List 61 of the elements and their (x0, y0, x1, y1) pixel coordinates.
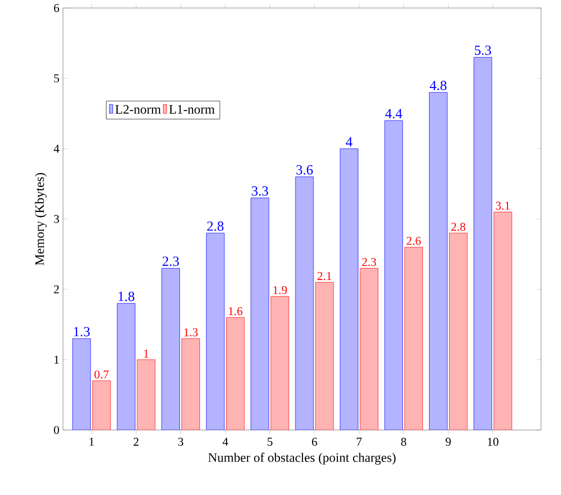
data-label: 4 (346, 137, 352, 146)
bar (429, 92, 448, 430)
data-label: 2.8 (451, 222, 466, 231)
data-label: 3.1 (496, 202, 510, 210)
y-tick-label: 0 (54, 426, 60, 434)
bar (474, 57, 492, 430)
bar (315, 282, 334, 430)
bar (384, 120, 403, 430)
data-label: 2.1 (318, 272, 332, 280)
x-tick-label: 10 (488, 438, 498, 446)
legend-label: L1-norm (169, 105, 215, 114)
y-axis-title: Memory (Kbytes) (34, 172, 47, 266)
data-label: 4.4 (385, 108, 402, 118)
x-tick-label: 4 (222, 438, 228, 446)
bar (72, 338, 91, 430)
data-label: 3.3 (252, 186, 268, 196)
bar (116, 303, 136, 430)
y-tick-label: 3 (54, 214, 60, 224)
data-label: 3.6 (296, 165, 313, 175)
y-tick-label: 4 (54, 144, 60, 153)
bar (270, 296, 290, 430)
data-label: 2.3 (162, 256, 179, 266)
bar (182, 338, 200, 430)
bar (206, 232, 225, 430)
bar (295, 176, 314, 430)
x-tick-label: 3 (178, 438, 184, 446)
data-label: 1.9 (273, 286, 287, 294)
x-tick-label: 2 (134, 438, 138, 446)
data-label: 1.3 (74, 326, 90, 336)
x-tick-label: 6 (312, 438, 318, 446)
x-axis-title: Number of obstacles (point charges) (208, 452, 396, 465)
data-label: 1.3 (184, 328, 198, 336)
bar (226, 317, 245, 430)
data-label: 1.8 (118, 292, 134, 302)
bar (136, 359, 156, 430)
bar (250, 198, 270, 430)
data-label: 2.3 (362, 258, 376, 266)
x-tick-label: 9 (446, 438, 451, 446)
bar (92, 380, 111, 430)
data-label: 0.7 (94, 370, 109, 379)
data-label: 5.3 (474, 46, 492, 56)
x-tick-label: 7 (356, 438, 362, 446)
y-tick-label: 2 (54, 285, 59, 294)
data-label: 1 (144, 350, 148, 358)
bar (162, 268, 180, 430)
y-tick-label: 6 (54, 4, 60, 12)
x-tick-label: 1 (90, 438, 94, 446)
y-tick-label: 5 (54, 74, 60, 82)
bar (340, 148, 358, 430)
x-tick-label: 8 (401, 438, 406, 446)
bar (449, 232, 468, 430)
data-label: 1.6 (228, 307, 242, 316)
bar (494, 212, 512, 430)
legend-label: L2-norm (115, 105, 161, 114)
data-label: 4.8 (430, 80, 446, 90)
data-label: 2.8 (207, 221, 224, 231)
y-tick-label: 1 (54, 356, 59, 364)
bar (360, 268, 378, 430)
x-tick-label: 5 (268, 438, 272, 446)
data-label: 2.6 (406, 236, 421, 245)
bar (404, 246, 423, 430)
